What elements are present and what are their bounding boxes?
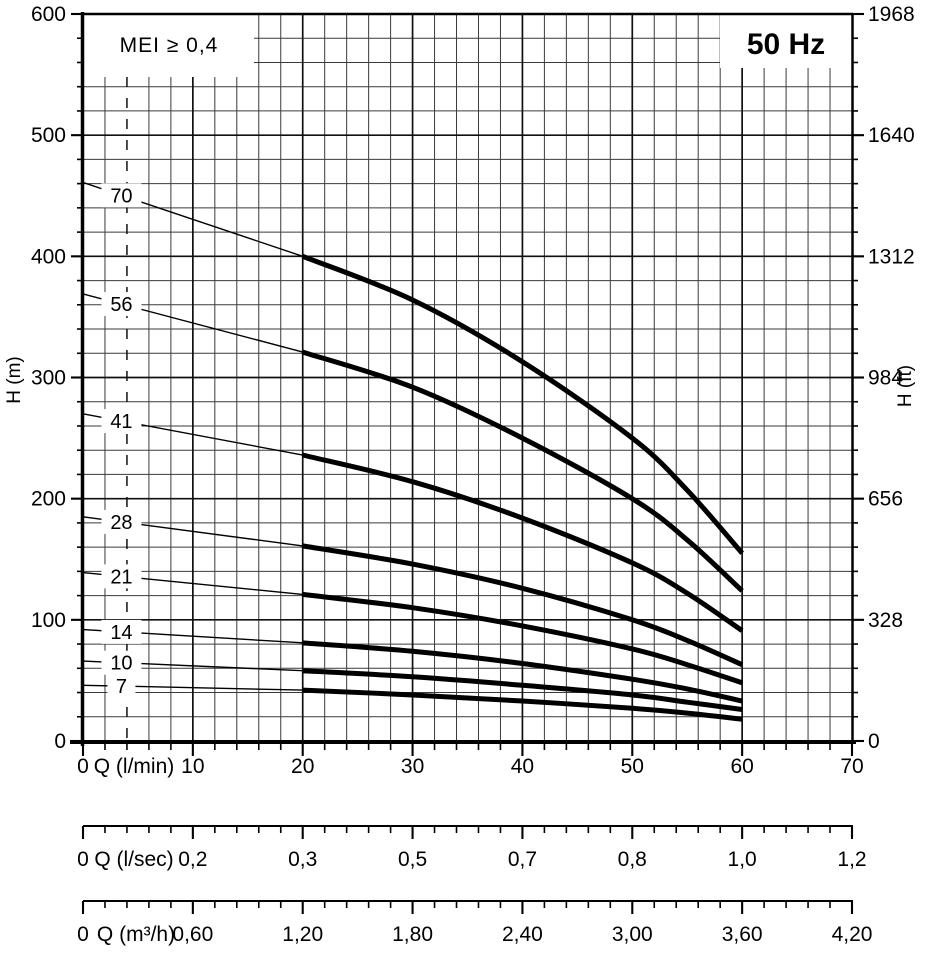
curve-label-21: 21 [101,564,142,589]
curve-label-text-70: 70 [110,185,132,207]
q-tick-label: 0 [77,755,89,778]
q-tick-label: 70 [840,755,863,778]
q-tick-label: 4,20 [832,923,873,946]
q-tick-label: 0,2 [178,848,207,871]
h-ft-tick-label: 984 [868,367,903,390]
q-tick-label: 30 [401,755,424,778]
h-ft-tick-label: 1312 [868,245,915,268]
q-tick-label: 3,60 [722,923,763,946]
h-ft-tick-label: 328 [868,609,903,632]
q-tick-label: 60 [730,755,753,778]
frequency-badge-box [720,15,853,68]
q-tick-label: 0,60 [172,923,213,946]
q-tick-label: 2,40 [502,923,543,946]
q-tick-label: 0,7 [508,848,537,871]
q-tick-label: 1,80 [392,923,433,946]
curve-label-56: 56 [101,292,142,317]
h-ft-tick-label: 1968 [868,3,915,26]
curve-label-text-21: 21 [110,566,132,588]
frequency-badge-text: 50 Hz [747,28,825,61]
q-tick-label: 1,2 [837,848,866,871]
curve-label-text-10: 10 [110,653,132,675]
curve-stage-labels: 70 56 41 28 21 14 107 [101,183,142,699]
x-axis-row-3: 0 0,60 1,20 1,80 2,40 3,00 3,60 4,20 [77,900,873,946]
h-m-tick-label: 300 [31,367,66,390]
h-m-tick-label: 0 [54,730,66,753]
curve-label-28: 28 [101,509,142,534]
curve-label-41: 41 [101,409,142,434]
h-ft-tick-label: 0 [868,730,880,753]
x-axis-unit-m3h: Q (m³/h) [97,923,175,946]
q-tick-label: 0,8 [618,848,647,871]
curve-label-10: 10 [101,650,142,675]
q-tick-label: 1,0 [728,848,757,871]
q-tick-label: 20 [291,755,314,778]
y-axis-title-right: H (ft) [895,365,916,407]
curve-label-70: 70 [101,183,142,208]
h-ft-tick-label: 1640 [868,124,915,147]
curve-label-text-56: 56 [110,294,132,316]
curve-label-14: 14 [101,619,142,644]
curve-label-7: 7 [107,674,136,699]
x-axis-unit-lsec: Q (l/sec) [94,848,173,871]
q-tick-label: 10 [181,755,204,778]
q-tick-label: 0,3 [288,848,317,871]
curve-label-text-14: 14 [110,622,132,644]
q-tick-label: 0 [77,923,89,946]
mei-annotation-box [84,15,254,77]
q-tick-label: 0 [77,848,89,871]
frequency-badge: 50 Hz [720,15,853,68]
h-m-tick-label: 100 [31,609,66,632]
x-axis-unit-lmin: Q (l/min) [94,755,175,778]
mei-annotation: MEI ≥ 0,4 [84,15,254,77]
y-axis-title-left: H (m) [4,356,25,403]
curve-label-text-7: 7 [116,676,127,698]
curve-label-text-41: 41 [110,411,132,433]
gridlines [83,14,852,741]
q-tick-label: 3,00 [612,923,653,946]
q-tick-label: 0,5 [398,848,427,871]
h-m-tick-label: 200 [31,488,66,511]
h-ft-tick-label: 656 [868,488,903,511]
x-axis-row-1: 0 10 20 30 40 50 60 70 [77,743,864,778]
h-m-tick-label: 500 [31,124,66,147]
q-tick-label: 40 [511,755,534,778]
q-tick-label: 50 [621,755,644,778]
h-m-tick-label: 400 [31,245,66,268]
curve-label-text-28: 28 [110,512,132,534]
h-m-tick-label: 600 [31,3,66,26]
x-axis-row-2: 0 0,2 0,3 0,5 0,7 0,8 1,0 1,2 [77,825,867,871]
q-tick-label: 1,20 [282,923,323,946]
mei-annotation-text: MEI ≥ 0,4 [120,34,219,57]
